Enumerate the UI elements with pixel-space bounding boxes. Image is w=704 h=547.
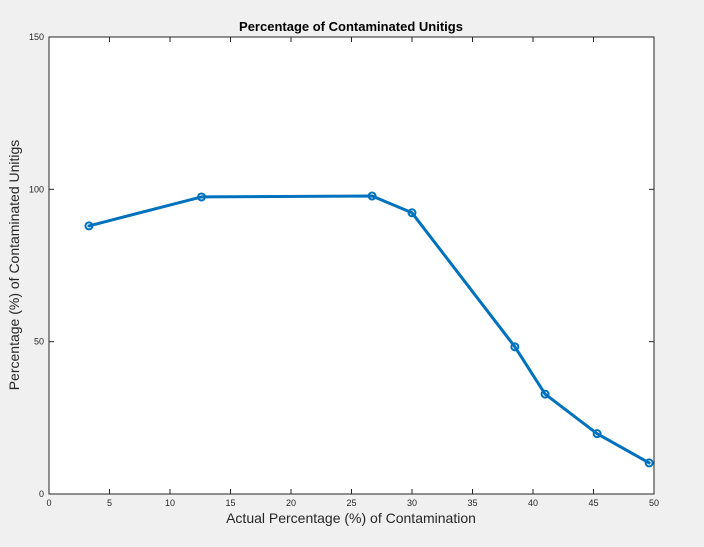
x-tick-label: 45: [588, 498, 598, 508]
x-axis-title: Actual Percentage (%) of Contamination: [226, 510, 476, 526]
x-tick-label: 35: [467, 498, 477, 508]
chart-title: Percentage of Contaminated Unitigs: [239, 19, 463, 34]
data-point: [84, 221, 94, 231]
data-point: [592, 429, 602, 439]
y-axis-title: Percentage (%) of Contaminated Unitigs: [6, 140, 22, 391]
x-tick-label: 20: [286, 498, 296, 508]
data-point: [644, 458, 654, 468]
plot-area: [48, 36, 655, 495]
y-tick-label: 150: [29, 32, 44, 42]
x-tick-label: 50: [649, 498, 659, 508]
x-tick-label: 40: [528, 498, 538, 508]
x-tick-label: 25: [346, 498, 356, 508]
series-line: [87, 194, 651, 465]
x-tick-label: 10: [165, 498, 175, 508]
axis-ticks: 0 5 10 15 20 25 30 35 40 45 50 0 50 100 150: [29, 32, 659, 508]
y-tick-label: 100: [29, 184, 44, 194]
data-point: [510, 342, 520, 352]
y-tick-label: 50: [34, 337, 44, 347]
x-tick-label: 30: [407, 498, 417, 508]
data-point: [540, 389, 550, 399]
data-point: [407, 208, 417, 218]
x-tick-label: 15: [225, 498, 235, 508]
y-tick-label: 0: [39, 489, 44, 499]
x-tick-label: 0: [46, 498, 51, 508]
data-series: [84, 191, 654, 468]
x-tick-label: 5: [107, 498, 112, 508]
data-point: [367, 191, 377, 201]
data-point: [196, 192, 206, 202]
